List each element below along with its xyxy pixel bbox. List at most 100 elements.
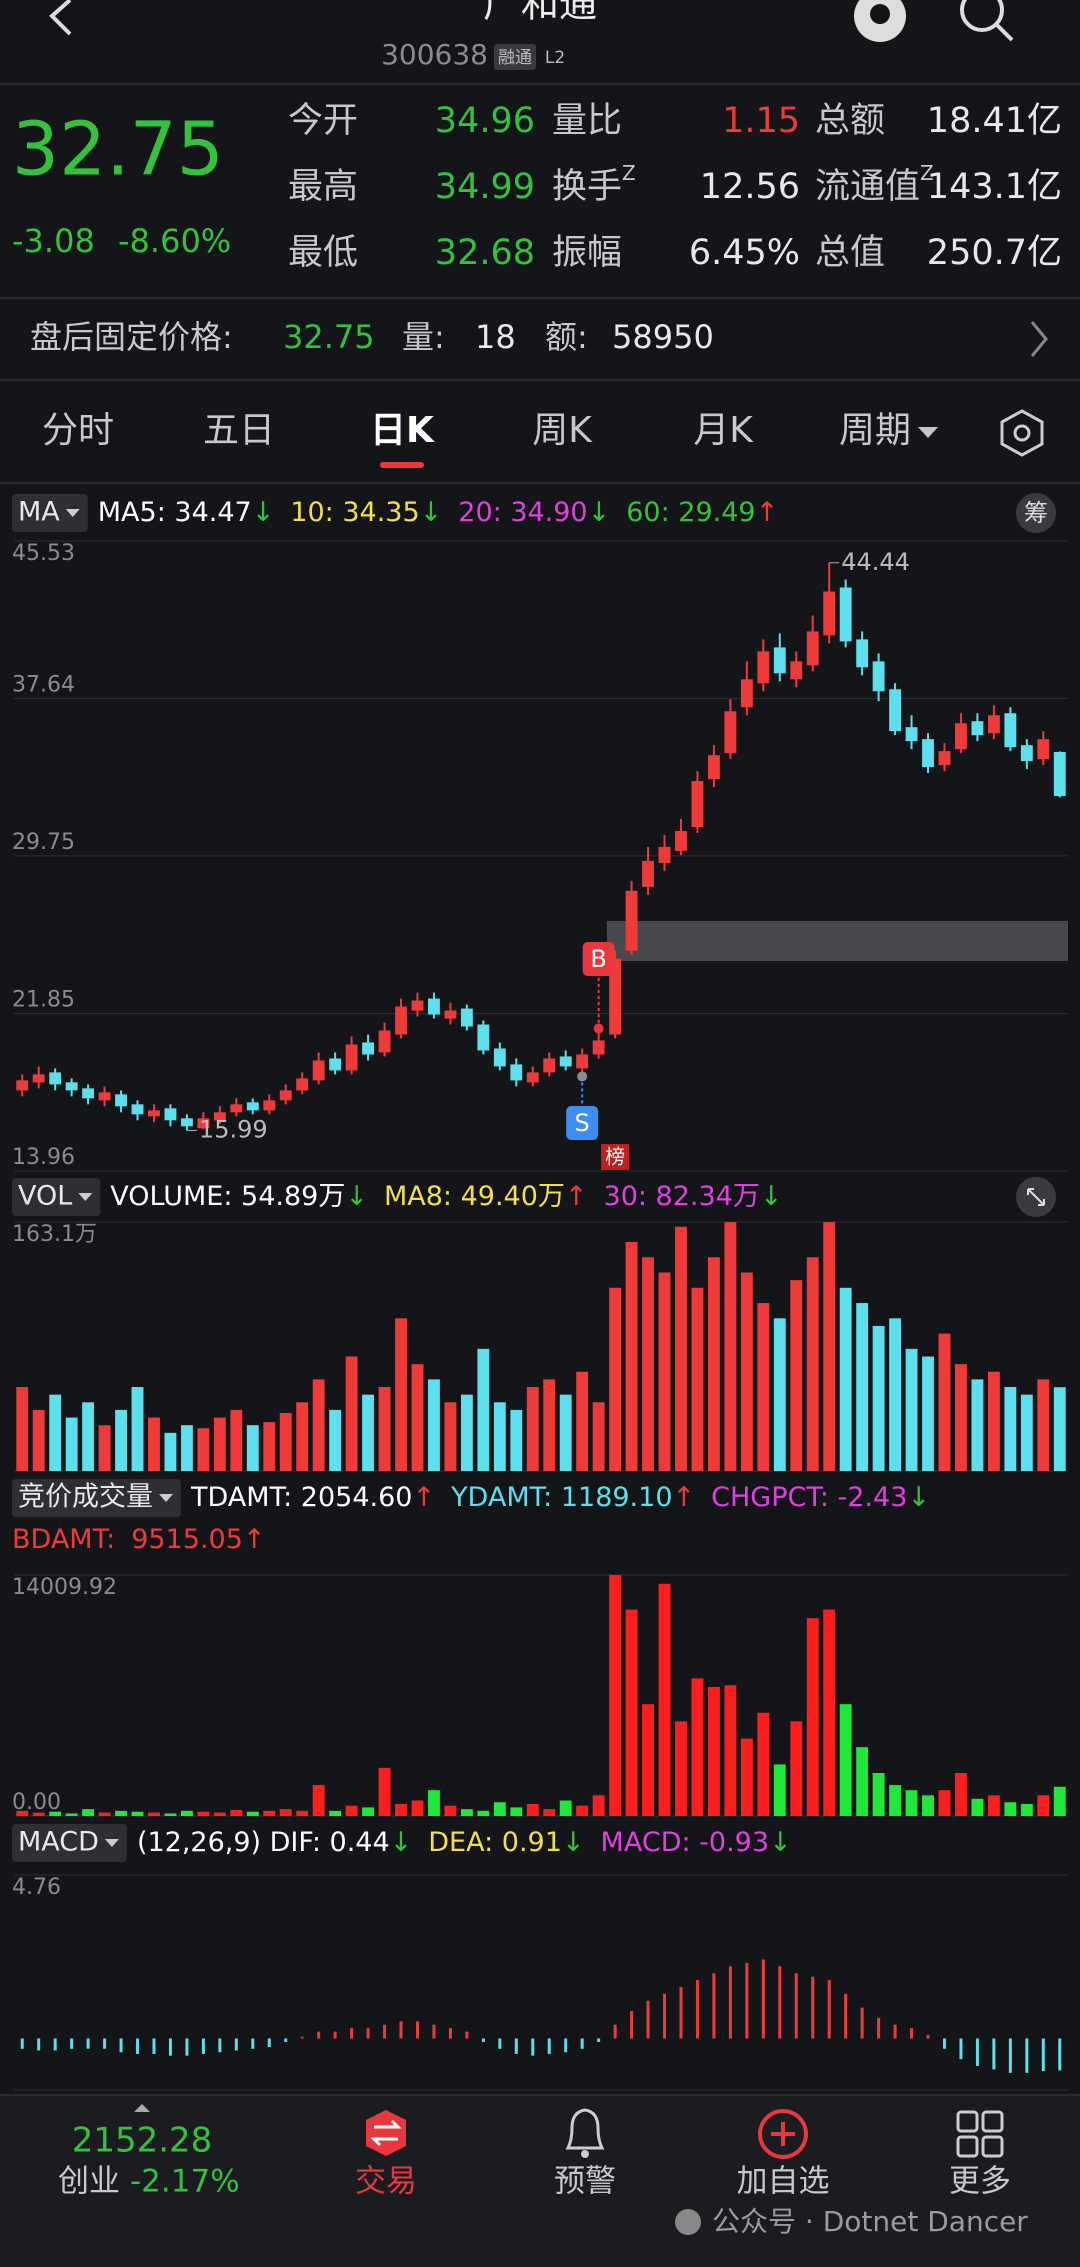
nav-trade[interactable]: 交易 bbox=[355, 2164, 417, 2200]
trade-icon[interactable] bbox=[366, 2110, 406, 2156]
indicator-selector-bg bbox=[12, 1178, 101, 1216]
legend-text: 10: 34.35 bbox=[290, 497, 419, 528]
after-hours-arrow[interactable] bbox=[1030, 321, 1048, 357]
legend-text: CHGPCT: -2.43 bbox=[711, 1482, 907, 1513]
macd-bar bbox=[531, 2038, 535, 2056]
bar bbox=[971, 1379, 984, 1471]
period-tabs: 分时 五日 日K 周K 月K 周期 bbox=[42, 410, 938, 468]
indicator-selector[interactable]: MA bbox=[18, 497, 60, 528]
bar bbox=[1004, 1387, 1017, 1471]
bar bbox=[592, 1795, 605, 1816]
bar bbox=[889, 1318, 902, 1471]
search-icon[interactable] bbox=[960, 0, 1004, 32]
nav-watchlist[interactable]: 加自选 bbox=[737, 2164, 830, 2200]
macd-bar bbox=[448, 2028, 452, 2039]
bar bbox=[592, 1402, 605, 1471]
y-tick-label: 37.64 bbox=[12, 672, 75, 697]
charts: MA MA5: 34.47↓ 10: 34.35↓ 20: 34.90↓ 60: 29.… bbox=[12, 493, 1068, 2091]
bar bbox=[428, 1379, 440, 1471]
indicator-selector[interactable]: VOL bbox=[18, 1181, 72, 1212]
watchlist-icon[interactable] bbox=[758, 2109, 808, 2159]
macd-bar bbox=[1008, 2038, 1012, 2073]
macd-bar bbox=[399, 2021, 403, 2039]
settings-icon[interactable] bbox=[1000, 409, 1044, 457]
bar bbox=[543, 1379, 556, 1471]
bar bbox=[16, 1810, 29, 1816]
more-icon[interactable] bbox=[956, 2110, 1004, 2158]
tab[interactable]: 分时 bbox=[42, 410, 114, 451]
y-tick-label: 45.53 bbox=[12, 541, 75, 566]
candle-body bbox=[839, 587, 852, 642]
index-toggle[interactable] bbox=[134, 2104, 150, 2112]
candle-body bbox=[279, 1090, 292, 1101]
macd-bar bbox=[564, 2038, 568, 2053]
bar bbox=[230, 1409, 243, 1471]
bottom-nav bbox=[0, 2095, 1080, 2267]
macd-bar bbox=[1041, 2038, 1045, 2072]
tab[interactable]: 月K bbox=[693, 410, 754, 451]
candle-body bbox=[164, 1108, 177, 1121]
candle-body bbox=[724, 711, 737, 754]
bar bbox=[889, 1785, 902, 1816]
tab[interactable]: 五日 bbox=[203, 410, 275, 451]
sell-marker-bg bbox=[566, 1106, 599, 1140]
trough-label: 15.99 bbox=[199, 1115, 268, 1143]
macd-bar bbox=[136, 2038, 140, 2054]
rank-marker: 榜 bbox=[605, 1145, 625, 1169]
back-button[interactable] bbox=[49, 0, 72, 36]
bar bbox=[395, 1318, 407, 1471]
nav-more[interactable]: 更多 bbox=[949, 2164, 1011, 2200]
tab[interactable]: 日K bbox=[370, 410, 435, 451]
candle-body bbox=[49, 1072, 62, 1085]
legend-entry: 60: 29.49↑ bbox=[626, 497, 778, 528]
indicator-selector[interactable]: 竞价成交量 bbox=[18, 1482, 153, 1513]
tab[interactable]: 周期 bbox=[839, 410, 911, 451]
legend-text: (12,26,9) DIF: 0.44 bbox=[137, 1827, 390, 1858]
bar bbox=[395, 1803, 407, 1816]
stat-value: 1.15 bbox=[722, 101, 800, 141]
indicator-selector[interactable]: MACD bbox=[18, 1827, 99, 1858]
macd-bar bbox=[201, 2038, 205, 2054]
bar bbox=[872, 1325, 885, 1471]
bar bbox=[559, 1394, 572, 1471]
legend-entry: YDAMT: 1189.10↑ bbox=[450, 1482, 695, 1513]
candle-body bbox=[16, 1080, 29, 1091]
stock-name: 广和通 bbox=[483, 0, 597, 26]
bar bbox=[740, 1738, 753, 1816]
bar bbox=[131, 1387, 144, 1471]
bar bbox=[444, 1402, 457, 1471]
macd-bar bbox=[877, 2017, 881, 2039]
bar bbox=[329, 1409, 342, 1471]
macd-bar bbox=[317, 2031, 321, 2039]
bar bbox=[428, 1790, 440, 1816]
stat-value: 143.1亿 bbox=[927, 167, 1062, 207]
macd-bar bbox=[350, 2028, 354, 2039]
candle-body bbox=[1053, 751, 1066, 797]
bar bbox=[724, 1685, 737, 1816]
bar bbox=[279, 1809, 292, 1816]
support-zone bbox=[606, 921, 1068, 961]
candle-body bbox=[65, 1082, 78, 1091]
macd-bar bbox=[234, 2038, 238, 2051]
candle-body bbox=[395, 1006, 407, 1035]
candle-body bbox=[987, 715, 1000, 734]
alert-icon[interactable] bbox=[565, 2108, 605, 2150]
bar bbox=[32, 1812, 45, 1816]
macd-bar bbox=[168, 2038, 172, 2056]
macd-bar bbox=[745, 1962, 749, 2039]
stat-value: 34.96 bbox=[435, 101, 535, 141]
bar bbox=[378, 1767, 391, 1816]
nav-alert[interactable]: 预警 bbox=[554, 2164, 616, 2200]
y-tick-label: 14009.92 bbox=[12, 1575, 117, 1600]
bar bbox=[246, 1811, 259, 1816]
bar bbox=[740, 1272, 753, 1471]
chip-button[interactable] bbox=[1016, 493, 1056, 533]
bar bbox=[707, 1257, 720, 1471]
tab[interactable]: 周K bbox=[532, 410, 593, 451]
bar bbox=[609, 1287, 622, 1471]
last-price: 32.75 bbox=[12, 107, 224, 193]
watermark-icon bbox=[675, 2209, 701, 2235]
macd-bar bbox=[366, 2028, 370, 2039]
candle-body bbox=[707, 755, 720, 780]
candle-body bbox=[889, 689, 902, 732]
